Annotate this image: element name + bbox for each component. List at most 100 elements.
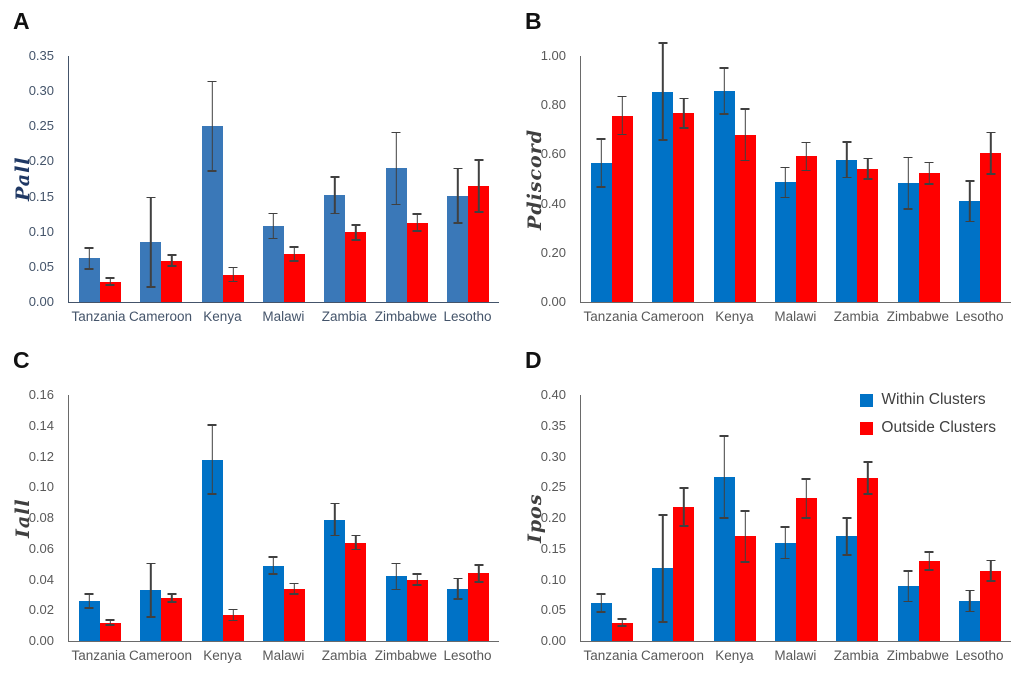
error-bar-part [207, 80, 217, 83]
error-bar [863, 157, 873, 180]
error-bar [330, 176, 340, 215]
bar-rect [99, 281, 121, 302]
error-bar [105, 619, 115, 626]
y-tick-label: 1.00 [540, 48, 566, 63]
error-bar-part [167, 254, 177, 256]
error-bar-part [453, 222, 463, 224]
error-bar-part [600, 138, 602, 188]
error-bar-part [661, 42, 664, 141]
error-bar-part [658, 621, 668, 623]
bar-rect [345, 542, 367, 641]
error-bar-part [474, 159, 484, 161]
bar-rect [283, 254, 305, 302]
bar-rect [774, 182, 796, 302]
error-bar-part [907, 156, 910, 210]
x-category-label: Zimbabwe [886, 648, 950, 663]
x-category-label: Zambia [833, 309, 879, 324]
x-category-label: Cameroon [640, 648, 704, 663]
bar-outside-clusters [345, 56, 367, 302]
bar-group-malawi [253, 395, 314, 641]
bar-group-kenya [704, 395, 765, 641]
error-bar-part [928, 161, 931, 185]
bar-group-tanzania [581, 395, 642, 641]
bar-rect [590, 163, 612, 302]
error-bar-part [293, 246, 296, 262]
bar-rect [734, 134, 756, 302]
error-bar-part [621, 618, 623, 627]
bar-group-cameroon [130, 56, 191, 302]
error-bar [924, 161, 934, 185]
bar-outside-clusters [611, 56, 633, 302]
error-bar-part [289, 260, 299, 262]
panel-letter-b: B [525, 8, 542, 34]
bar-group-zambia [827, 395, 888, 641]
error-bar-part [784, 166, 787, 199]
x-category-label: Tanzania [583, 648, 638, 663]
error-bar [207, 80, 217, 172]
bar-rect [201, 126, 223, 302]
y-tick-label: 0.00 [28, 294, 54, 309]
error-bar-part [207, 493, 217, 495]
bar-rect [857, 478, 879, 641]
error-bar-part [986, 559, 996, 562]
legend-item-within-clusters: Within Clusters [860, 391, 996, 409]
bar-outside-clusters [222, 395, 244, 641]
bar-group-zambia [827, 56, 888, 302]
bar-outside-clusters [734, 395, 756, 641]
bar-rect [385, 168, 407, 302]
bar-outside-clusters [673, 395, 695, 641]
x-category-label: Zambia [321, 309, 367, 324]
error-bar-part [679, 97, 689, 100]
error-bar-part [846, 517, 848, 556]
bar-rect [283, 588, 305, 641]
error-bar [965, 180, 975, 223]
error-bar-part [170, 593, 173, 603]
error-bar-part [395, 562, 398, 591]
y-tick-label: 0.00 [540, 633, 566, 648]
error-bar-part [661, 514, 664, 623]
y-tick-label: 0.08 [28, 510, 54, 525]
bar-outside-clusters [283, 56, 305, 302]
error-bar-part [596, 593, 606, 595]
y-tick-label: 0.40 [540, 195, 566, 211]
bar-rect [980, 570, 1002, 641]
error-bar-part [391, 562, 401, 565]
bar-rect [918, 173, 940, 302]
error-bar-part [88, 247, 90, 270]
error-bar-part [211, 80, 213, 172]
error-bar-part [232, 266, 234, 283]
bar-rect [406, 222, 428, 302]
error-bar [801, 141, 811, 172]
x-category-label: Kenya [715, 309, 754, 324]
error-bar-part [351, 239, 361, 241]
y-tick-label: 0.05 [540, 602, 566, 618]
bar-rect [99, 622, 121, 641]
error-bar [105, 277, 115, 286]
error-bar-part [330, 176, 340, 178]
bar-within-clusters [897, 395, 919, 641]
x-category-label: Lesotho [955, 309, 1004, 324]
error-bar-part [780, 166, 790, 169]
x-category-label: Tanzania [583, 309, 638, 324]
error-bar [740, 510, 750, 563]
error-bar-part [617, 95, 627, 98]
bar-within-clusters [897, 56, 919, 302]
error-bar [863, 461, 873, 495]
error-bar-part [272, 212, 275, 240]
error-bar [474, 159, 484, 213]
bar-rect [468, 573, 490, 641]
bar-rect [447, 588, 469, 641]
error-bar-part [596, 138, 606, 140]
bar-rect [78, 601, 100, 641]
error-bar-part [965, 220, 975, 223]
error-bar-part [109, 277, 111, 286]
error-bar-part [232, 608, 234, 622]
error-bar-part [355, 534, 357, 551]
y-tick-label: 0.20 [540, 510, 566, 525]
error-bar-part [478, 564, 480, 583]
error-bar-part [719, 517, 729, 519]
bar-rect [161, 597, 183, 641]
error-bar-part [391, 131, 401, 134]
error-bar-part [842, 554, 852, 556]
error-bar-part [289, 246, 299, 248]
